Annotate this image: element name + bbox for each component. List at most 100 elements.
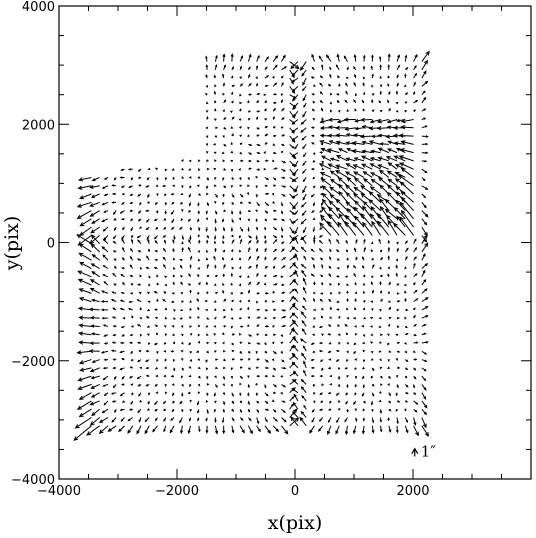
vector-arrow (187, 210, 191, 213)
vector-arrow (371, 425, 375, 434)
vector-arrow (74, 417, 92, 429)
vector-arrow (421, 332, 427, 336)
vector-arrow (247, 350, 251, 354)
vector-arrow (321, 198, 332, 211)
vector-arrow (78, 392, 92, 400)
vector-arrow (354, 392, 357, 396)
vector-arrow (264, 366, 270, 370)
vector-arrow (371, 263, 375, 269)
vector-arrow (312, 202, 316, 207)
vector-arrow (213, 255, 216, 261)
vector-arrow (399, 216, 414, 236)
vector-arrow (103, 392, 109, 397)
vector-arrow (198, 239, 201, 244)
vector-arrow (338, 400, 341, 404)
vector-arrow (387, 239, 390, 244)
vector-arrow (387, 75, 390, 79)
vector-arrow (326, 148, 340, 154)
vector-arrow (328, 238, 332, 244)
vector-arrow (223, 99, 227, 104)
scale-arrow-group: 1″ (411, 443, 436, 461)
vector-arrow (272, 417, 278, 422)
vector-arrow (300, 378, 307, 385)
vector-arrow (413, 367, 417, 371)
vector-arrow (300, 263, 307, 269)
vector-arrow (240, 325, 244, 328)
vector-arrow (189, 185, 192, 189)
vector-arrow (346, 350, 349, 354)
vector-arrow (321, 333, 324, 336)
vector-arrow (230, 91, 234, 95)
vector-arrow (335, 140, 348, 145)
vector-arrow (171, 168, 175, 171)
vector-arrow (255, 185, 258, 189)
vector-arrow (155, 391, 159, 394)
vector-arrow (213, 90, 217, 95)
vector-arrow (189, 255, 193, 261)
vector-arrow (239, 83, 243, 87)
vector-arrow (421, 324, 427, 327)
vector-arrow (91, 253, 101, 261)
vector-arrow (162, 400, 167, 405)
vector-arrow (312, 350, 316, 354)
vector-arrow (361, 163, 373, 170)
vector-arrow (231, 333, 236, 336)
vector-arrow (310, 273, 315, 278)
vector-arrow (230, 367, 234, 371)
vector-arrow (344, 171, 357, 178)
vector-arrow (421, 218, 428, 226)
vector-arrow (255, 226, 259, 231)
vector-arrow (353, 177, 365, 187)
vector-arrow (353, 157, 365, 162)
vector-arrow (139, 226, 142, 230)
vector-arrow (222, 332, 225, 336)
vector-arrow (320, 155, 332, 162)
vector-arrow (188, 176, 192, 179)
vector-arrow (412, 350, 416, 354)
vector-arrow (300, 119, 307, 125)
vector-arrow (398, 133, 414, 138)
vector-arrow (205, 291, 209, 294)
vector-arrow (103, 342, 109, 345)
vector-arrow (264, 384, 267, 389)
vector-arrow (354, 358, 358, 361)
vector-arrow (272, 290, 275, 294)
vector-arrow (222, 240, 225, 244)
vector-arrow (179, 258, 183, 262)
vector-arrow (102, 254, 109, 261)
vector-arrow (247, 73, 251, 79)
vector-arrow (91, 177, 100, 182)
vector-arrow (318, 425, 324, 432)
vector-arrow (78, 193, 92, 200)
vector-arrow (302, 185, 307, 194)
vector-arrow (311, 93, 315, 96)
vector-arrow (100, 300, 108, 303)
vector-arrow (272, 238, 278, 245)
vector-arrow (172, 281, 176, 286)
vector-arrow (264, 66, 268, 71)
vector-arrow (238, 283, 242, 287)
vector-arrow (273, 316, 277, 320)
vector-arrow (162, 408, 167, 412)
vector-arrow (179, 400, 183, 405)
vector-arrow (154, 167, 158, 171)
vector-arrow (238, 217, 242, 221)
vector-arrow (181, 333, 184, 337)
vector-arrow (344, 324, 348, 327)
vector-arrow (362, 334, 366, 338)
vector-arrow (163, 290, 167, 294)
vector-arrow (98, 425, 109, 435)
vector-arrow (337, 221, 348, 236)
vector-arrow (188, 273, 192, 278)
vector-arrow (145, 266, 150, 270)
vector-arrow (395, 90, 399, 95)
vector-arrow (360, 193, 373, 203)
vector-arrow (154, 258, 158, 262)
vector-arrow (137, 324, 142, 327)
vector-arrow (421, 210, 429, 218)
vector-arrow (223, 325, 227, 328)
vector-arrow (302, 110, 307, 118)
vector-arrow (189, 299, 192, 303)
vector-arrow (130, 238, 134, 244)
vector-arrow (281, 248, 285, 253)
